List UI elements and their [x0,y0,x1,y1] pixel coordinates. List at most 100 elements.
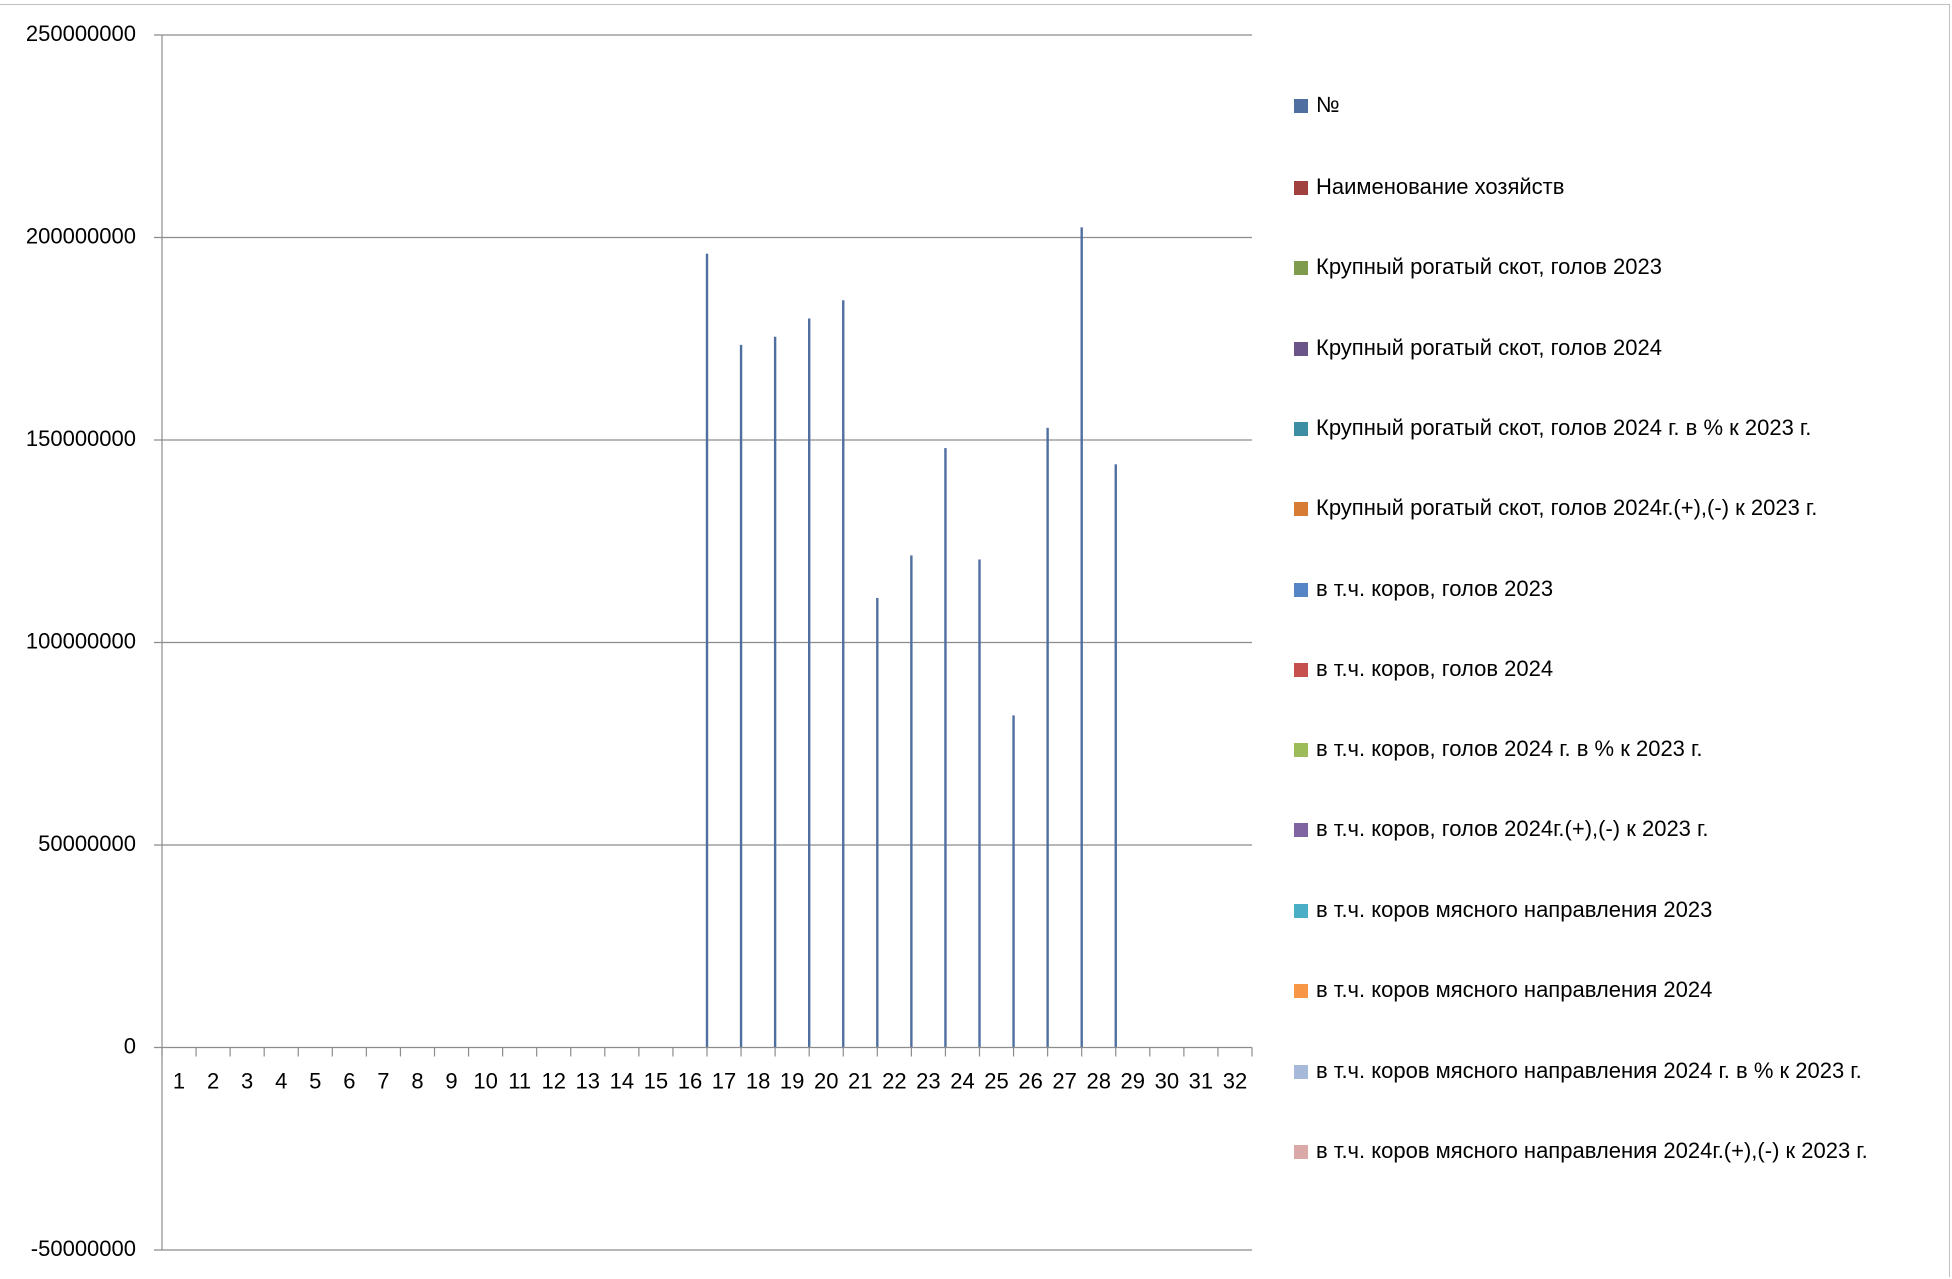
x-tick-label: 31 [1189,1068,1213,1093]
legend-item: Крупный рогатый скот, голов 2024 [1294,331,1934,365]
gridlines [154,34,1252,1251]
legend-item: в т.ч. коров, голов 2023 [1294,572,1934,606]
legend-item: в т.ч. коров, голов 2024 [1294,652,1934,686]
legend-swatch [1294,1145,1308,1159]
legend-label: в т.ч. коров мясного направления 2023 [1316,897,1713,922]
bar [1046,427,1049,1048]
legend-item: в т.ч. коров мясного направления 2024 [1294,973,1934,1007]
x-tick-label: 29 [1121,1068,1145,1093]
legend-label: Крупный рогатый скот, голов 2024 [1316,335,1662,360]
x-tick-label: 3 [241,1068,253,1093]
x-tick-label: 7 [377,1068,389,1093]
legend-label: в т.ч. коров мясного направления 2024г.(… [1316,1138,1868,1163]
x-tick-label: 19 [780,1068,804,1093]
legend-label: в т.ч. коров мясного направления 2024 г.… [1316,1058,1862,1083]
legend-label: в т.ч. коров мясного направления 2024 [1316,977,1713,1002]
legend-swatch [1294,984,1308,998]
bar [807,318,811,1048]
y-tick-label: 200000000 [26,223,136,248]
bars [705,227,1117,1048]
bar [876,597,879,1048]
x-tick-label: 24 [950,1068,974,1093]
x-tick-label: 25 [984,1068,1008,1093]
legend-item: Крупный рогатый скот, голов 2024г.(+),(-… [1294,491,1934,525]
legend-swatch [1294,743,1308,757]
legend-swatch [1294,904,1308,918]
bar [773,336,777,1048]
legend-swatch [1294,1065,1308,1079]
bar [1012,715,1015,1048]
x-tick-label: 1 [173,1068,185,1093]
legend-label: Крупный рогатый скот, голов 2024г.(+),(-… [1316,495,1818,520]
legend-item: Наименование хозяйств [1294,170,1934,204]
x-tick-label: 32 [1223,1068,1247,1093]
legend-label: в т.ч. коров, голов 2024 г. в % к 2023 г… [1316,736,1703,761]
legend: № Наименование хозяйств Крупный рогатый ск… [1294,88,1934,1168]
x-tick-labels: 1 2 3 4 5 6 7 8 9 10 11 12 13 14 15 16 17 18 19 20 21 22 23 24 2… [173,1068,1247,1093]
y-tick-label: -50000000 [31,1236,136,1261]
legend-swatch [1294,181,1308,195]
y-tick-label: 50000000 [38,831,136,856]
x-tick-label: 27 [1052,1068,1076,1093]
legend-label: в т.ч. коров, голов 2024г.(+),(-) к 2023… [1316,816,1709,841]
bar [739,344,743,1048]
x-tick-label: 16 [678,1068,702,1093]
legend-item: в т.ч. коров мясного направления 2024 г.… [1294,1054,1934,1088]
legend-label: Крупный рогатый скот, голов 2023 [1316,254,1662,279]
legend-swatch [1294,261,1308,275]
x-tick-label: 12 [541,1068,565,1093]
legend-swatch [1294,99,1308,113]
y-tick-label: 100000000 [26,628,136,653]
axes [154,35,1253,1250]
x-tick-label: 20 [814,1068,838,1093]
y-tick-label: 150000000 [26,426,136,451]
legend-swatch [1294,502,1308,516]
x-tick-label: 6 [343,1068,355,1093]
x-tick-label: 10 [473,1068,497,1093]
legend-item: Крупный рогатый скот, голов 2023 [1294,250,1934,284]
legend-item: в т.ч. коров, голов 2024 г. в % к 2023 г… [1294,732,1934,766]
legend-swatch [1294,663,1308,677]
x-tick-label: 22 [882,1068,906,1093]
legend-swatch [1294,823,1308,837]
x-tick-label: 28 [1086,1068,1110,1093]
bar [705,253,709,1048]
legend-label: Крупный рогатый скот, голов 2024 г. в % … [1316,415,1812,440]
bar [978,559,981,1048]
bar [842,300,845,1048]
x-tick-label: 26 [1018,1068,1042,1093]
legend-label: в т.ч. коров, голов 2023 [1316,576,1554,601]
x-tick-label: 23 [916,1068,940,1093]
legend-item: в т.ч. коров мясного направления 2024г.(… [1294,1134,1934,1168]
x-tick-label: 8 [411,1068,423,1093]
x-tick-label: 30 [1155,1068,1179,1093]
legend-item: в т.ч. коров мясного направления 2023 [1294,893,1934,927]
x-tick-label: 9 [445,1068,457,1093]
legend-item: в т.ч. коров, голов 2024г.(+),(-) к 2023… [1294,812,1934,846]
bar [944,448,947,1048]
x-tick-label: 14 [610,1068,634,1093]
x-tick-label: 2 [207,1068,219,1093]
legend-item: № [1294,88,1934,122]
bar-chart: 250000000 200000000 150000000 100000000 5000… [26,21,1253,1261]
legend-swatch [1294,422,1308,436]
bar [1080,227,1083,1048]
legend-label: № [1316,92,1340,117]
bar [1114,464,1117,1048]
x-tick-label: 11 [508,1068,531,1093]
x-tick-label: 13 [576,1068,600,1093]
y-tick-label: 250000000 [26,21,136,46]
y-tick-labels: 250000000 200000000 150000000 100000000 5000… [26,21,136,1261]
legend-label: Наименование хозяйств [1316,174,1565,199]
legend-item: Крупный рогатый скот, голов 2024 г. в % … [1294,411,1934,445]
chart-frame [0,4,1950,1277]
x-tick-label: 21 [848,1068,872,1093]
x-tick-label: 17 [712,1068,736,1093]
legend-label: в т.ч. коров, голов 2024 [1316,656,1554,681]
legend-swatch [1294,583,1308,597]
x-tick-label: 18 [746,1068,770,1093]
y-tick-label: 0 [124,1033,136,1058]
x-tick-label: 5 [309,1068,321,1093]
legend-swatch [1294,342,1308,356]
x-tick-label: 15 [644,1068,668,1093]
